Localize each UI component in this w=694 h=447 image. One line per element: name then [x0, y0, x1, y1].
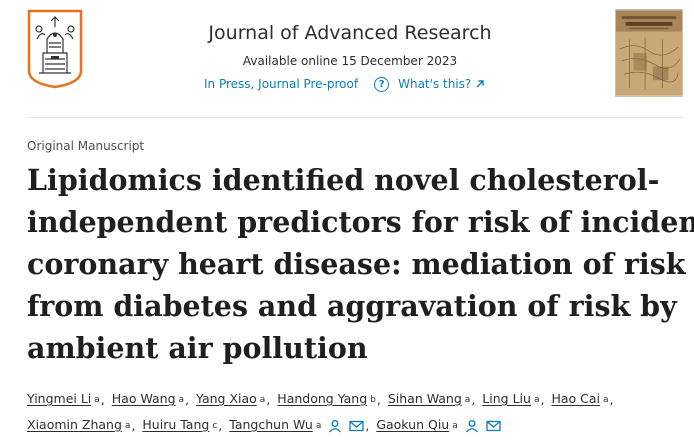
author-separator: ,	[131, 418, 136, 433]
article-title-line: from diabetes and aggravation of risk by	[27, 289, 677, 323]
author-link[interactable]: Huiru Tang c	[142, 417, 218, 432]
author-link[interactable]: Gaokun Qiu a	[376, 417, 458, 432]
author-separator: ,	[609, 392, 614, 407]
author-list: Yingmei Li a, Hao Wang a, Yang Xiao a, Hand…	[27, 387, 687, 439]
author-link[interactable]: Hao Wang a	[111, 391, 185, 406]
whats-this-label: What's this?	[398, 77, 472, 91]
in-press-link[interactable]: In Press, Journal Pre-proof	[204, 77, 359, 91]
author-separator: ,	[218, 418, 223, 433]
author-link[interactable]: Handong Yang b	[277, 391, 376, 406]
article-status-links: In Press, Journal Pre-proof ? What's thi…	[204, 75, 485, 93]
person-icon[interactable]	[465, 419, 479, 433]
article-title-line: coronary heart disease: mediation of ris…	[27, 247, 686, 281]
whats-this-link[interactable]: ? What's this?	[374, 76, 485, 92]
author-link[interactable]: Yingmei Li a	[27, 391, 100, 406]
header-divider	[27, 117, 683, 118]
author-separator: ,	[185, 392, 190, 407]
article-type-label: Original Manuscript	[27, 139, 145, 153]
author-link[interactable]: Tangchun Wu a	[229, 417, 322, 432]
author-separator: ,	[376, 392, 381, 407]
question-circle-icon: ?	[374, 76, 390, 92]
envelope-icon[interactable]	[349, 420, 364, 432]
author-line-2: Xiaomin Zhang a, Huiru Tang c, Tangchun Wu…	[27, 413, 687, 439]
author-link[interactable]: Yang Xiao a	[196, 391, 266, 406]
elsevier-logo[interactable]	[27, 9, 83, 89]
journal-header: Journal of Advanced Research Available o…	[0, 0, 694, 118]
arrow-up-right-icon	[476, 80, 484, 88]
author-link[interactable]: Sihan Wang a	[387, 391, 471, 406]
author-link[interactable]: Xiaomin Zhang a	[27, 417, 131, 432]
journal-title[interactable]: Journal of Advanced Research	[208, 22, 492, 44]
author-link[interactable]: Hao Cai a	[551, 391, 609, 406]
article-title-line: ambient air pollution	[27, 331, 368, 365]
author-separator: ,	[266, 392, 271, 407]
author-link[interactable]: Ling Liu a	[482, 391, 540, 406]
author-line-1: Yingmei Li a, Hao Wang a, Yang Xiao a, Hand…	[27, 387, 687, 413]
person-icon[interactable]	[328, 419, 342, 433]
journal-cover-thumbnail[interactable]	[615, 9, 683, 97]
available-online-date: Available online 15 December 2023	[242, 54, 458, 68]
author-separator: ,	[365, 418, 370, 433]
article-title: Lipidomics identified novel cholesterol-…	[27, 159, 694, 369]
envelope-icon[interactable]	[486, 420, 501, 432]
article-title-line: Lipidomics identified novel cholesterol-	[27, 163, 660, 197]
author-separator: ,	[100, 392, 105, 407]
author-separator: ,	[540, 392, 545, 407]
article-title-line: independent predictors for risk of incid…	[27, 205, 694, 239]
author-separator: ,	[471, 392, 476, 407]
